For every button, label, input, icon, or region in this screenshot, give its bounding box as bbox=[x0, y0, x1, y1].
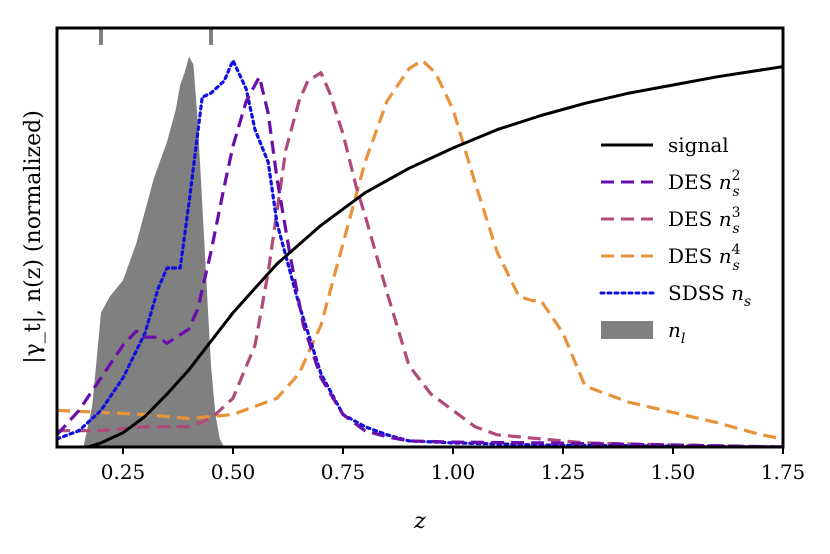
legend-des-ns2-label: DES n2 s bbox=[668, 168, 741, 200]
plot-area bbox=[57, 56, 783, 447]
x-tick-label: 1.25 bbox=[541, 460, 586, 484]
lens-bin-markers bbox=[99, 28, 213, 45]
series-des-ns3-line bbox=[57, 71, 783, 447]
legend-n-l-swatch bbox=[601, 321, 653, 339]
x-tick-label: 0.75 bbox=[321, 460, 366, 484]
y-axis-label: |γ_t|, n(z) (normalized) bbox=[21, 110, 46, 364]
x-axis-label: z bbox=[413, 509, 426, 534]
x-tick-label: 1.00 bbox=[431, 460, 476, 484]
legend-des-ns3-label: DES n3 s bbox=[668, 205, 741, 237]
legend-signal-label: signal bbox=[668, 133, 729, 157]
legend: signal DES n2 s DES n3 s DES n4 s SDSS ns nl bbox=[599, 133, 751, 347]
series-des-ns4-line bbox=[57, 58, 783, 441]
series-n-l-area bbox=[83, 56, 225, 447]
series-signal-line bbox=[57, 65, 783, 447]
x-tick-label: 0.25 bbox=[101, 460, 146, 484]
series-des-ns2-line bbox=[57, 75, 783, 447]
legend-n-l-label: nl bbox=[668, 318, 685, 347]
plot-frame bbox=[55, 26, 785, 449]
legend-sdss-ns-label: SDSS ns bbox=[668, 281, 751, 310]
x-tick-label: 0.50 bbox=[211, 460, 256, 484]
x-tick-label: 1.75 bbox=[761, 460, 806, 484]
x-tick-label: 1.50 bbox=[651, 460, 696, 484]
x-axis-ticks: 0.25 0.50 0.75 1.00 1.25 1.50 1.75 bbox=[101, 447, 806, 484]
legend-des-ns4-label: DES n4 s bbox=[668, 242, 741, 274]
